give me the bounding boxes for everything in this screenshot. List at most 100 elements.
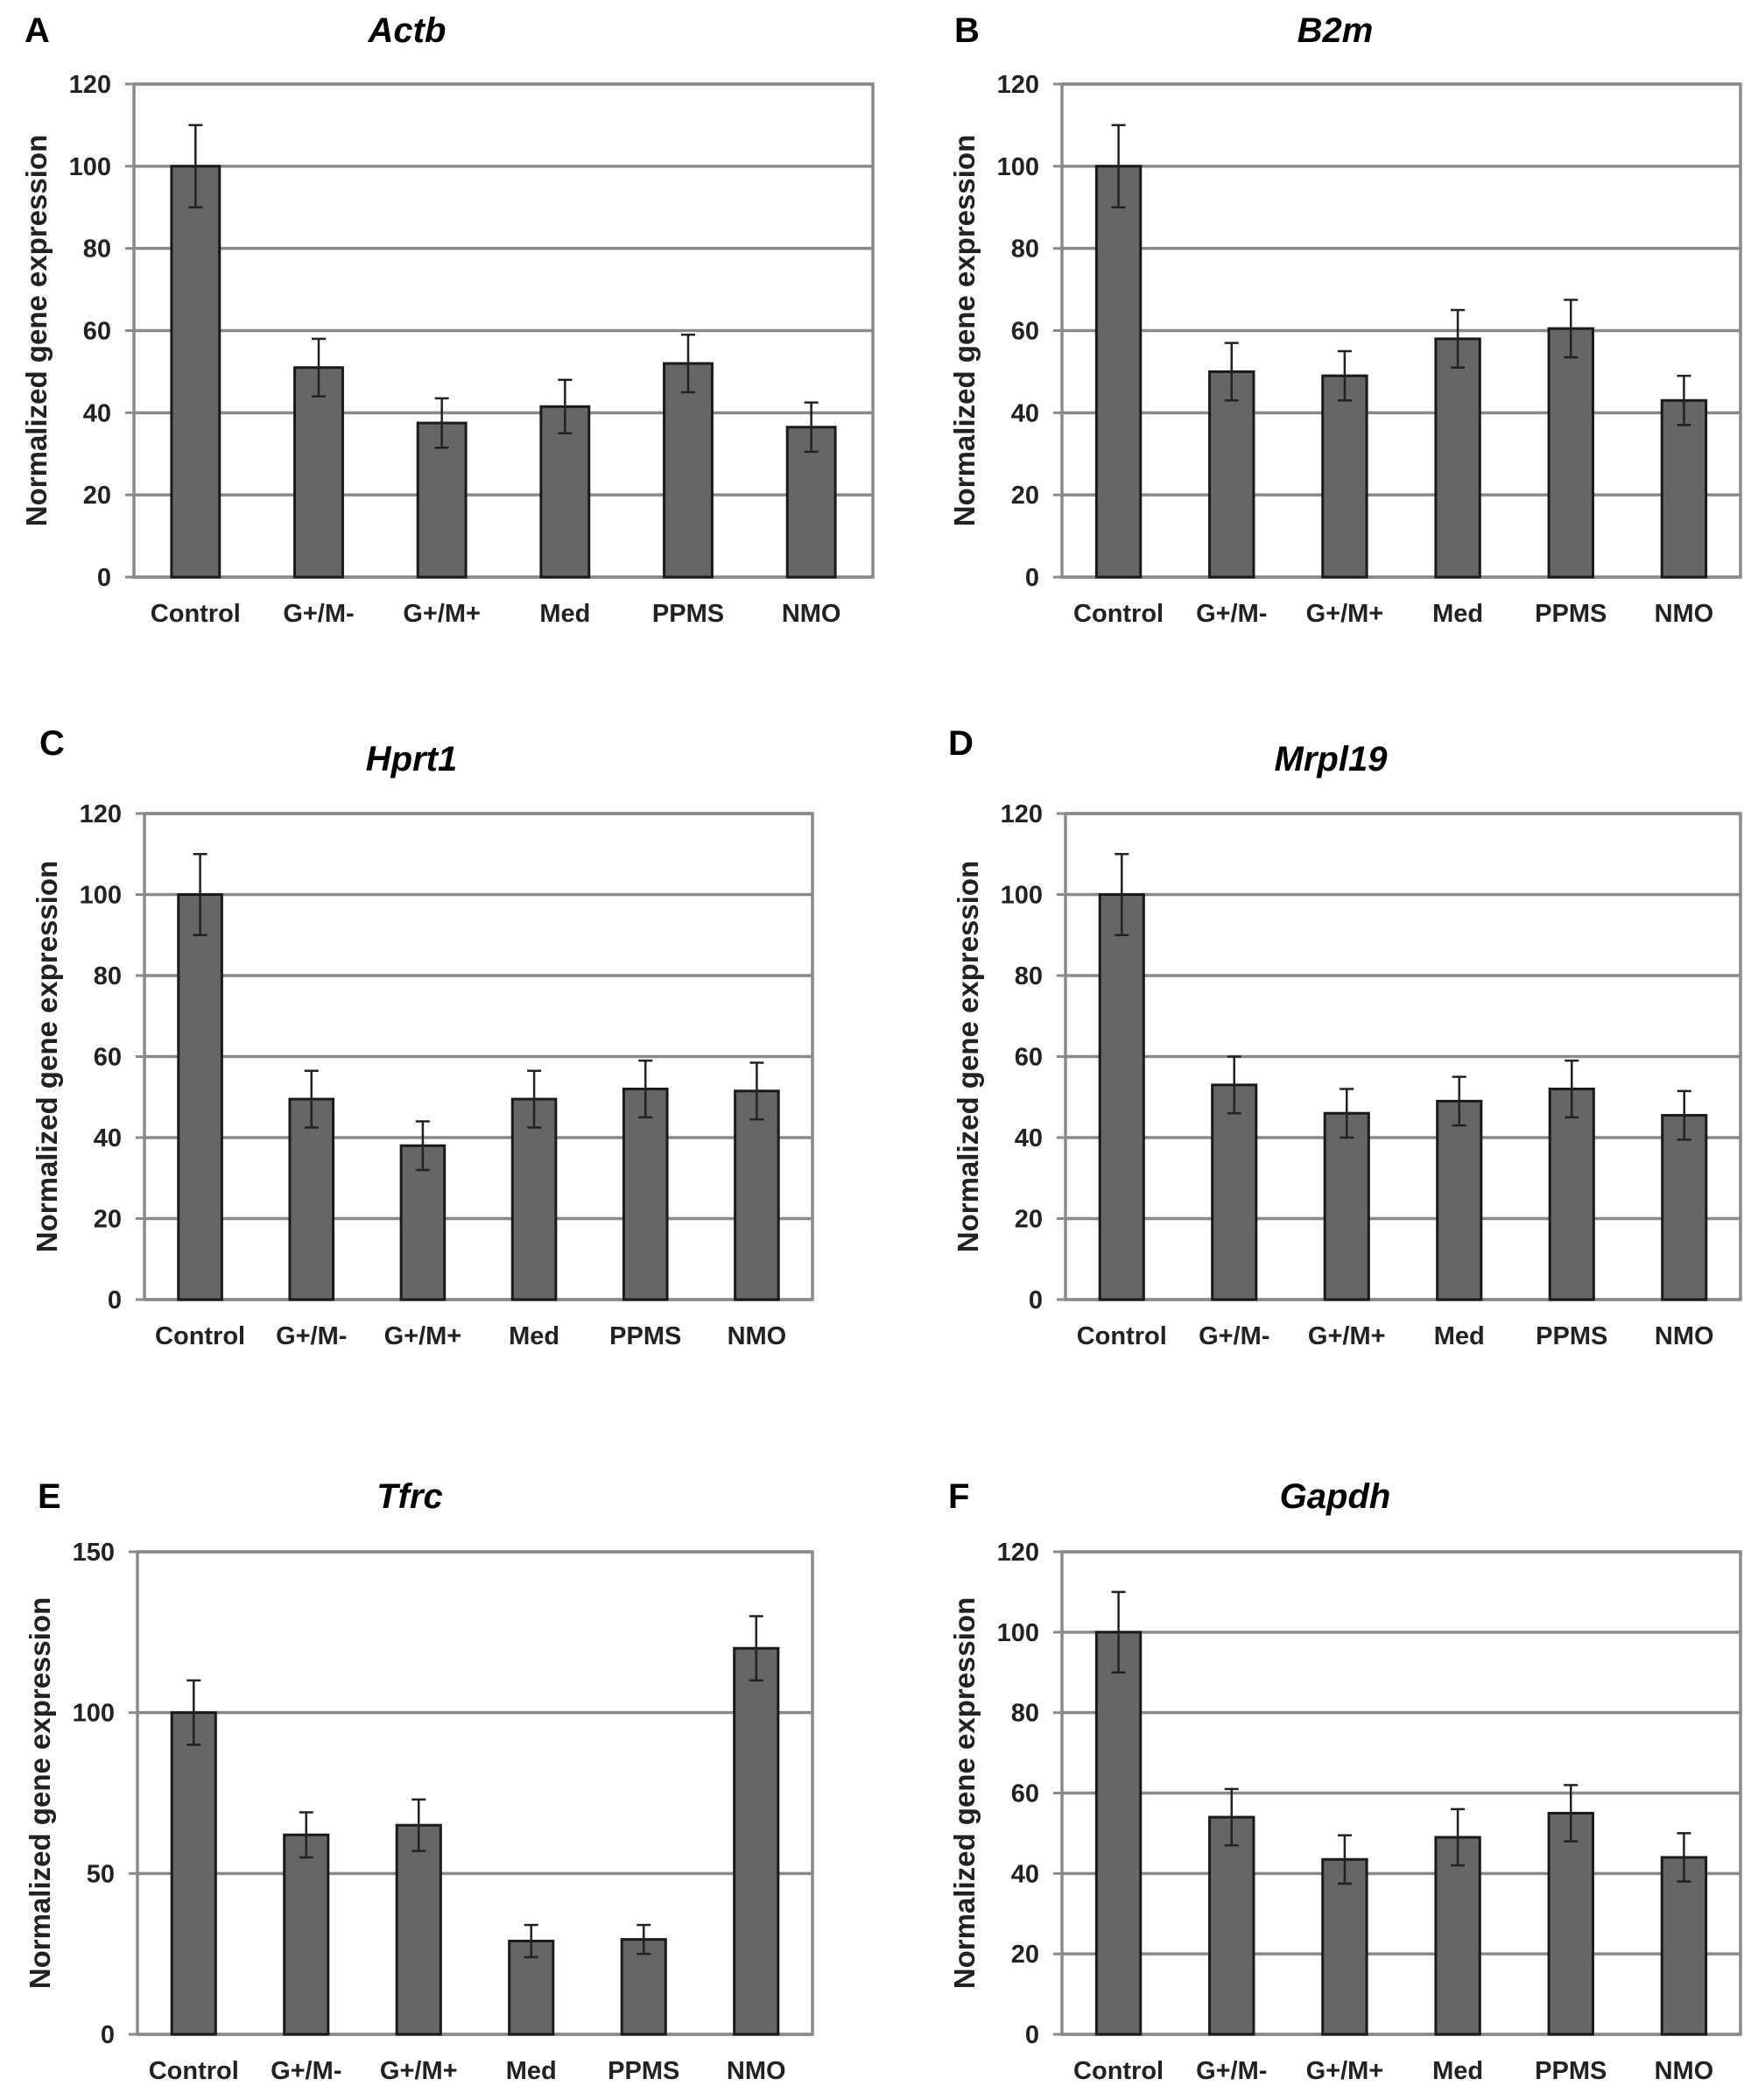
bar [1660,1856,1708,2036]
y-tick-label: 50 [87,1860,115,1888]
chart-title: Gapdh [1280,1477,1391,1516]
x-category-label: PPMS [609,1322,681,1350]
x-category-label: NMO [1655,2057,1714,2085]
bar [288,1097,335,1301]
bar [663,362,714,579]
x-category-label: G+/M- [1196,2057,1267,2085]
chart-panel-f: F Gapdh 0 20 40 60 80 100 120 Control G+/M- G+/M+ Me… [948,1477,1742,2085]
bar [620,1938,667,2036]
bar [510,1097,558,1301]
x-category-label: Control [1073,2057,1164,2085]
y-tick-label: 40 [94,1124,122,1152]
chart-title: Mrpl19 [1275,740,1389,779]
bar [1660,398,1708,579]
x-category-label: PPMS [608,2057,679,2085]
chart-panel-d: D Mrpl19 0 20 40 60 80 100 120 Control G+/M- G+/M+ M… [948,724,1742,1350]
y-tick-label: 100 [1001,882,1043,910]
y-tick-label: 60 [1015,1044,1043,1072]
y-axis-label: Normalized gene expression [24,1597,56,1989]
x-category-label: PPMS [1536,1322,1607,1350]
bar [293,366,344,579]
panel-letter: D [948,724,974,763]
bar [1434,337,1481,579]
y-tick-label: 0 [1025,564,1039,592]
x-category-label: Control [1077,1322,1167,1350]
x-category-label: Med [539,600,590,628]
chart-title: Actb [368,11,447,50]
x-category-label: PPMS [1535,600,1607,628]
plot-frame [143,812,814,1301]
chart-title: Hprt1 [366,740,457,779]
chart-title: Tfrc [376,1477,443,1516]
y-tick-label: 100 [997,153,1039,181]
y-tick-label: 100 [69,153,111,181]
bar [1323,1111,1370,1301]
bar [1208,370,1255,579]
y-tick-label: 120 [69,71,111,99]
y-tick-label: 120 [997,71,1039,99]
y-tick-label: 60 [94,1044,122,1072]
x-category-label: NMO [727,2057,786,2085]
plot-frame [1060,1550,1742,2036]
y-tick-label: 40 [1011,399,1039,427]
y-tick-label: 120 [997,1539,1039,1567]
y-tick-label: 20 [1015,1206,1043,1234]
y-tick-label: 40 [83,399,111,427]
bar [1661,1114,1708,1301]
x-category-label: Control [149,2057,239,2085]
bar [1547,1811,1594,2036]
y-tick-label: 80 [1011,236,1039,264]
y-tick-label: 0 [97,564,111,592]
y-tick-label: 40 [1011,1860,1039,1888]
y-axis-label: Normalized gene expression [20,135,53,526]
bar [1208,1815,1255,2036]
y-tick-label: 100 [80,882,122,910]
bar [177,893,223,1301]
x-category-label: Med [506,2057,557,2085]
y-tick-label: 0 [101,2021,115,2049]
x-category-label: G+/M+ [384,1322,462,1350]
bar [539,405,591,579]
bar [283,1833,330,2036]
bar [733,1646,780,2036]
chart-panel-c: C Hprt1 0 20 40 60 80 100 120 Control G+/M- G+/M+ Me… [31,724,814,1350]
x-category-label: G+/M+ [1306,600,1384,628]
y-tick-label: 60 [1011,1780,1039,1808]
y-tick-label: 20 [83,482,111,510]
bar [1098,893,1145,1301]
bar [1094,165,1143,579]
plot-frame [1060,82,1742,579]
x-category-label: NMO [1655,1322,1714,1350]
y-axis-label: Normalized gene expression [948,135,981,526]
plot-frame [132,82,875,579]
bar [1547,327,1594,579]
x-category-label: Control [1073,600,1164,628]
y-axis-label: Normalized gene expression [948,1597,981,1989]
y-tick-label: 20 [1011,482,1039,510]
chart-panel-a: A Actb 0 20 40 60 80 100 120 Control G+/M- G+/M+ Med… [20,11,875,628]
y-axis-label: Normalized gene expression [952,861,984,1252]
y-tick-label: 20 [94,1206,122,1234]
x-category-label: PPMS [1535,2057,1607,2085]
bar [395,1823,442,2036]
panel-letter: A [25,11,50,50]
x-category-label: Med [1434,1322,1485,1350]
x-category-label: Control [155,1322,245,1350]
plot-frame [1064,812,1742,1301]
bar [1548,1088,1595,1301]
x-category-label: G+/M- [283,600,354,628]
bar [399,1144,447,1301]
x-category-label: NMO [1655,600,1714,628]
bar [170,165,222,579]
x-category-label: G+/M+ [403,600,481,628]
x-category-label: G+/M+ [1308,1322,1386,1350]
chart-title: B2m [1297,11,1374,50]
bar [170,1711,217,2036]
x-category-label: G+/M- [1199,1322,1269,1350]
y-tick-label: 0 [108,1286,122,1314]
x-category-label: G+/M- [1196,600,1267,628]
y-tick-label: 80 [1015,962,1043,990]
bar [1094,1631,1143,2036]
x-category-label: NMO [728,1322,787,1350]
